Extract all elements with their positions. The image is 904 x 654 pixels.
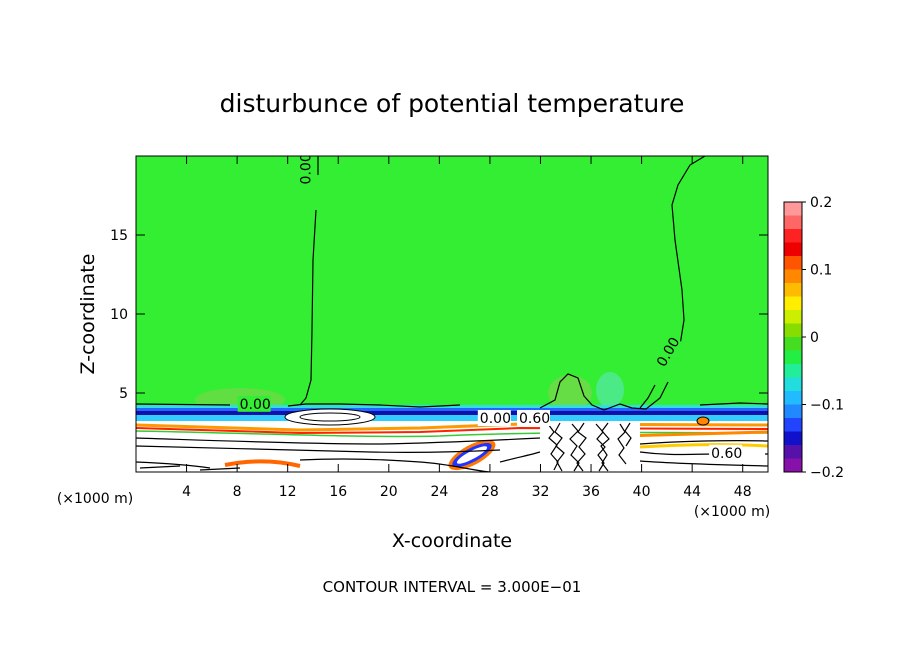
colorbar: 0.2 0.1 0 −0.1 −0.2: [783, 195, 844, 481]
contour-label-bg: [477, 410, 511, 427]
x-tick-label: 12: [279, 484, 297, 500]
colorbar-tick-label: 0.2: [810, 195, 832, 211]
x-tick-label: 40: [633, 484, 651, 500]
contour-interval: CONTOUR INTERVAL = 3.000E−01: [323, 578, 582, 596]
colorbar-segment: [784, 431, 802, 446]
colorbar-segment: [784, 202, 802, 216]
colorbar-tick-label: 0.1: [810, 263, 832, 279]
blob-left-inner: [299, 412, 361, 422]
turbulent-region: [540, 421, 640, 472]
contour-label-text: 0.60: [519, 411, 550, 427]
colorbar-segment: [784, 215, 802, 230]
contour-label-text: 0.00: [298, 153, 314, 184]
colorbar-segment: [784, 364, 802, 378]
colorbar-segment: [784, 242, 802, 257]
contour-label-text: 0.00: [240, 397, 271, 413]
band-orange-right: [619, 430, 768, 438]
plot-area: 0.000.000.000.00 0.600.60: [136, 153, 768, 472]
colorbar-tick-label: 0: [810, 330, 819, 346]
x-tick-label: 16: [329, 484, 347, 500]
contour-label-bg: [516, 410, 550, 427]
y-axis: 5 10 15: [110, 228, 768, 402]
contour-label: 0.00: [297, 153, 314, 187]
x-unit-right: (×1000 m): [694, 504, 770, 520]
y-tick-label: 15: [110, 228, 128, 244]
contour-label-text: 0.60: [711, 446, 742, 462]
chart-title: disturbunce of potential temperature: [220, 89, 685, 118]
contour-label: 0.60: [709, 444, 743, 462]
x-tick-label: 36: [582, 484, 600, 500]
y-axis-label: Z-coordinate: [77, 254, 99, 375]
colorbar-segment: [784, 323, 802, 338]
colorbar-segment: [784, 377, 802, 392]
y-tick-label: 10: [110, 307, 128, 323]
colorbar-segment: [784, 229, 802, 243]
colorbar-segment: [784, 445, 802, 459]
x-tick-label: 28: [481, 484, 499, 500]
colorbar-tick-label: −0.1: [810, 398, 844, 414]
contour-label-text: 0.00: [480, 411, 511, 427]
x-tick-label: 48: [734, 484, 752, 500]
contour-label-bg: [652, 334, 683, 371]
contour-label-bg: [237, 395, 271, 412]
x-axis: 4 8 12 16 20 24 28 32 36 40 44 48: [182, 156, 752, 500]
x-tick-label: 32: [532, 484, 550, 500]
colorbar-segment: [784, 337, 802, 351]
blob-left: [284, 408, 376, 426]
contour-label: 0.60: [516, 410, 550, 427]
contour-label: 0.00: [477, 410, 511, 427]
band-cyan: [136, 405, 768, 409]
contour-label-bg: [297, 156, 314, 187]
x-tick-label: 4: [182, 484, 191, 500]
contour-label: 0.00: [237, 395, 271, 413]
x-axis-label: X-coordinate: [392, 530, 512, 552]
blob-right: [696, 416, 710, 426]
colorbar-segment: [784, 283, 802, 297]
band-lightblue: [136, 415, 768, 421]
y-tick-label: 5: [119, 386, 128, 402]
colorbar-segment: [784, 458, 802, 473]
contour-lines: [136, 156, 768, 472]
colorbar-tick-label: −0.2: [810, 465, 844, 481]
band-blue: [136, 408, 768, 411]
band-bottom-left: [224, 459, 301, 468]
colorbar-segment: [784, 269, 802, 284]
colorbar-segment: [784, 404, 802, 419]
colorbar-segment: [784, 310, 802, 324]
contour-label-bg: [709, 444, 743, 461]
colorbar-segment: [784, 350, 802, 365]
x-tick-label: 44: [683, 484, 701, 500]
x-tick-label: 24: [430, 484, 448, 500]
band-green: [136, 430, 768, 438]
colorbar-segment: [784, 296, 802, 311]
x-unit-left: (×1000 m): [57, 491, 133, 507]
band-yellow-right: [639, 443, 768, 449]
cool-bump: [596, 372, 624, 408]
colorbar-segment: [784, 391, 802, 405]
band-navy: [136, 411, 768, 415]
colorbar-segment: [784, 418, 802, 432]
colorbar-segment: [784, 256, 802, 270]
x-tick-label: 20: [380, 484, 398, 500]
x-tick-label: 8: [233, 484, 242, 500]
